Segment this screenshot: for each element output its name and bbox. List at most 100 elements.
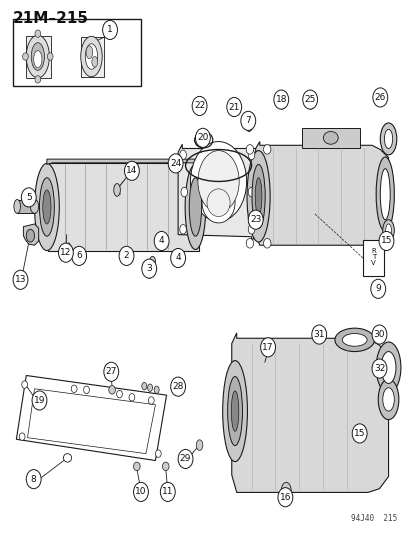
Ellipse shape xyxy=(375,157,393,231)
Ellipse shape xyxy=(278,96,285,109)
Circle shape xyxy=(195,128,210,148)
Ellipse shape xyxy=(123,252,130,264)
Circle shape xyxy=(240,111,255,131)
Polygon shape xyxy=(47,159,198,165)
Bar xyxy=(13,19,141,86)
Circle shape xyxy=(32,391,47,410)
Ellipse shape xyxy=(47,53,53,60)
Ellipse shape xyxy=(147,384,152,391)
Circle shape xyxy=(226,98,241,117)
Ellipse shape xyxy=(375,342,400,393)
Ellipse shape xyxy=(81,36,102,77)
Ellipse shape xyxy=(231,391,238,431)
Polygon shape xyxy=(48,163,198,251)
Ellipse shape xyxy=(109,385,115,394)
Ellipse shape xyxy=(83,386,89,393)
Ellipse shape xyxy=(263,238,270,248)
Ellipse shape xyxy=(246,238,253,248)
Text: 17: 17 xyxy=(262,343,273,352)
Ellipse shape xyxy=(385,224,391,237)
Circle shape xyxy=(170,377,185,396)
Ellipse shape xyxy=(133,462,140,471)
Ellipse shape xyxy=(39,177,54,236)
Ellipse shape xyxy=(202,182,235,223)
Ellipse shape xyxy=(206,189,230,216)
Ellipse shape xyxy=(145,265,152,278)
Circle shape xyxy=(170,248,185,268)
Circle shape xyxy=(248,210,263,229)
Text: 8: 8 xyxy=(31,475,36,483)
Polygon shape xyxy=(23,224,38,245)
Circle shape xyxy=(260,338,275,357)
Text: 25: 25 xyxy=(304,95,315,104)
Text: 10: 10 xyxy=(135,487,146,496)
Ellipse shape xyxy=(380,352,395,383)
Ellipse shape xyxy=(380,168,389,220)
Ellipse shape xyxy=(245,119,252,132)
Polygon shape xyxy=(45,163,198,175)
Polygon shape xyxy=(178,144,256,241)
Circle shape xyxy=(119,246,134,265)
Ellipse shape xyxy=(85,44,97,69)
Ellipse shape xyxy=(248,150,254,160)
Ellipse shape xyxy=(63,454,71,462)
Ellipse shape xyxy=(252,165,265,228)
Circle shape xyxy=(168,154,183,173)
Circle shape xyxy=(351,424,366,443)
Ellipse shape xyxy=(116,390,122,398)
Circle shape xyxy=(178,449,192,469)
Text: R: R xyxy=(370,248,375,254)
Text: 31: 31 xyxy=(313,330,324,339)
Text: 6: 6 xyxy=(76,252,82,260)
Text: 30: 30 xyxy=(373,330,384,339)
Ellipse shape xyxy=(158,238,164,248)
Ellipse shape xyxy=(190,142,246,221)
Ellipse shape xyxy=(149,256,155,266)
Ellipse shape xyxy=(71,385,77,392)
Text: 24: 24 xyxy=(170,159,181,168)
Text: 28: 28 xyxy=(172,382,183,391)
Polygon shape xyxy=(17,199,34,213)
Circle shape xyxy=(160,482,175,502)
Ellipse shape xyxy=(382,220,393,241)
Bar xyxy=(81,37,104,77)
Ellipse shape xyxy=(33,51,42,68)
Polygon shape xyxy=(17,375,166,461)
Ellipse shape xyxy=(148,397,154,404)
Text: 29: 29 xyxy=(179,455,191,463)
Circle shape xyxy=(124,161,139,180)
Circle shape xyxy=(378,231,393,251)
Ellipse shape xyxy=(35,30,40,37)
Text: 21M–215: 21M–215 xyxy=(13,11,89,26)
Circle shape xyxy=(371,325,386,344)
Bar xyxy=(362,240,384,276)
Ellipse shape xyxy=(263,144,270,154)
Text: 23: 23 xyxy=(249,215,261,224)
Ellipse shape xyxy=(35,76,40,83)
Circle shape xyxy=(104,362,119,381)
Circle shape xyxy=(71,246,86,265)
Circle shape xyxy=(371,359,386,378)
Text: 1: 1 xyxy=(107,26,113,35)
Ellipse shape xyxy=(382,387,393,411)
Ellipse shape xyxy=(280,482,290,499)
Circle shape xyxy=(192,96,206,116)
Ellipse shape xyxy=(306,96,314,109)
Circle shape xyxy=(21,188,36,207)
Circle shape xyxy=(277,488,292,507)
Ellipse shape xyxy=(323,132,337,144)
Text: T: T xyxy=(371,254,375,260)
Circle shape xyxy=(133,482,148,502)
Text: V: V xyxy=(370,260,375,265)
Ellipse shape xyxy=(142,263,147,272)
Circle shape xyxy=(142,259,156,278)
Polygon shape xyxy=(45,241,198,251)
Text: 26: 26 xyxy=(374,93,385,102)
Ellipse shape xyxy=(185,165,205,249)
Ellipse shape xyxy=(34,164,59,251)
Ellipse shape xyxy=(334,328,374,352)
Circle shape xyxy=(26,470,41,489)
Ellipse shape xyxy=(154,386,159,393)
Circle shape xyxy=(311,325,326,344)
Text: 14: 14 xyxy=(126,166,137,175)
